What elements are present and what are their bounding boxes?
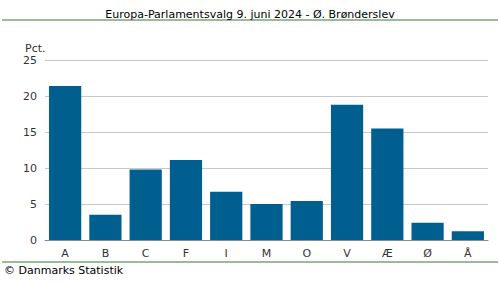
svg-text:10: 10	[23, 162, 37, 175]
svg-text:Europa-Parlamentsvalg 9. juni: Europa-Parlamentsvalg 9. juni 2024 - Ø. …	[105, 8, 395, 21]
svg-text:Pct.: Pct.	[25, 42, 46, 55]
svg-text:Æ: Æ	[382, 247, 393, 260]
svg-text:I: I	[225, 247, 228, 260]
svg-text:0: 0	[30, 234, 37, 247]
svg-text:F: F	[183, 247, 189, 260]
svg-text:Å: Å	[464, 247, 472, 260]
svg-text:5: 5	[30, 198, 37, 211]
svg-text:M: M	[262, 247, 272, 260]
svg-text:Ø: Ø	[423, 247, 432, 260]
svg-text:C: C	[142, 247, 150, 260]
svg-text:O: O	[302, 247, 311, 260]
svg-text:20: 20	[23, 90, 37, 103]
svg-text:V: V	[343, 247, 351, 260]
svg-text:© Danmarks Statistik: © Danmarks Statistik	[4, 264, 124, 277]
svg-text:B: B	[102, 247, 110, 260]
svg-text:A: A	[61, 247, 69, 260]
svg-text:15: 15	[23, 126, 37, 139]
svg-text:25: 25	[23, 54, 37, 67]
